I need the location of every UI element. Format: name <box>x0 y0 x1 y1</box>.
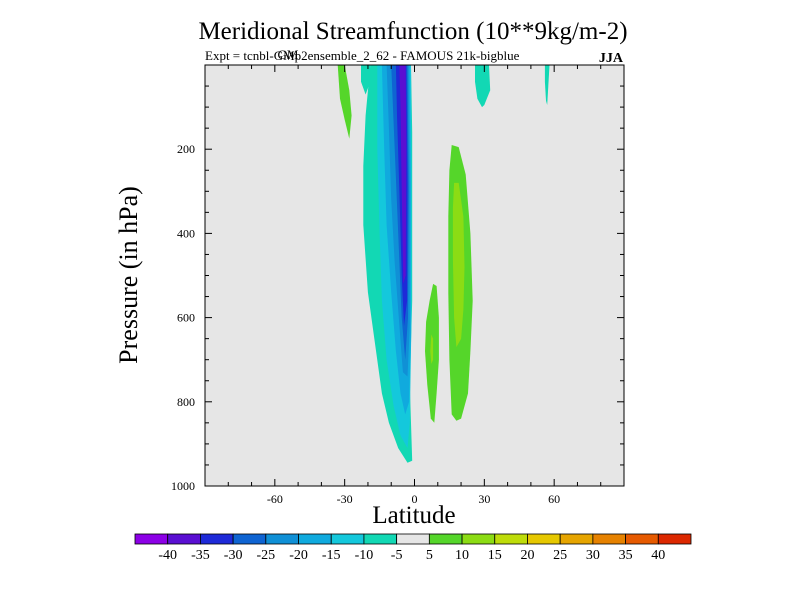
colorbar-label: 5 <box>426 548 433 563</box>
colorbar-label: -40 <box>158 548 177 563</box>
plot-area <box>205 65 624 486</box>
colorbar-swatch <box>298 533 332 545</box>
y-tick-label: 400 <box>177 226 195 240</box>
colorbar-label: -30 <box>224 548 243 563</box>
colorbar-swatch <box>461 533 496 545</box>
colorbar-swatch <box>559 533 594 545</box>
x-tick-label: -60 <box>267 492 283 506</box>
x-tick-label: 60 <box>548 492 560 506</box>
colorbar-label: 30 <box>586 548 600 563</box>
colorbar-swatch <box>167 533 201 545</box>
colorbar-swatch <box>396 533 430 545</box>
y-tick-label: 200 <box>177 142 195 156</box>
y-tick-label: 600 <box>177 311 195 325</box>
x-tick-label: 0 <box>412 492 418 506</box>
colorbar: -40 -35 -30 -25 -20 -15 -10 -5 5 10 15 20 25 30 35 40 <box>134 533 692 563</box>
colorbar-label: -25 <box>256 548 275 563</box>
contour-south-cell-core <box>399 65 407 284</box>
colorbar-swatch <box>527 533 561 545</box>
season-label: JJA <box>599 51 624 66</box>
contour-south-edge-teal <box>361 65 371 95</box>
axis-ticks: -60 -30 0 30 60 200 400 600 800 1000 <box>171 64 625 506</box>
colorbar-label: -15 <box>322 548 341 563</box>
colorbar-swatch <box>592 533 626 545</box>
y-axis-label: Pressure (in hPa) <box>114 186 143 364</box>
chart-title: Meridional Streamfunction (10**9kg/m-2) <box>198 18 627 45</box>
colorbar-swatch <box>200 533 234 545</box>
colorbar-label: 25 <box>553 548 567 563</box>
colorbar-label: 10 <box>455 548 469 563</box>
x-tick-label: 30 <box>478 492 490 506</box>
colorbar-swatch <box>265 533 299 545</box>
colorbar-label: 35 <box>619 548 633 563</box>
contour-north-cell-core <box>452 182 465 348</box>
y-tick-label: 800 <box>177 395 195 409</box>
y-tick-label: 1000 <box>171 479 195 493</box>
colorbar-swatch <box>625 533 659 545</box>
colorbar-swatch <box>363 533 398 545</box>
chart-subtitle-overlay: GM <box>278 47 299 62</box>
colorbar-label: -20 <box>289 548 308 563</box>
colorbar-label: 15 <box>488 548 502 563</box>
colorbar-swatch <box>494 533 528 545</box>
colorbar-label: 40 <box>651 548 665 563</box>
contour-north-cell-small-core <box>430 334 434 364</box>
colorbar-swatch <box>134 533 169 545</box>
contour-north-edge-blob <box>544 65 550 105</box>
colorbar-swatch <box>428 533 463 545</box>
colorbar-label: -5 <box>391 548 403 563</box>
chart-subtitle: Expt = tcnbl-GMp2ensemble_2_62 - FAMOUS … <box>205 48 520 63</box>
contour-south-edge-green <box>337 65 352 139</box>
colorbar-swatch <box>330 533 365 545</box>
x-tick-label: -30 <box>337 492 353 506</box>
colorbar-label: 20 <box>520 548 534 563</box>
x-axis-label: Latitude <box>372 502 455 529</box>
colorbar-swatch <box>657 533 692 545</box>
contour-north-surface-blob <box>475 65 491 108</box>
colorbar-swatch <box>232 533 267 545</box>
contour-fills <box>337 65 550 463</box>
colorbar-label: -10 <box>355 548 374 563</box>
colorbar-label: -35 <box>191 548 210 563</box>
